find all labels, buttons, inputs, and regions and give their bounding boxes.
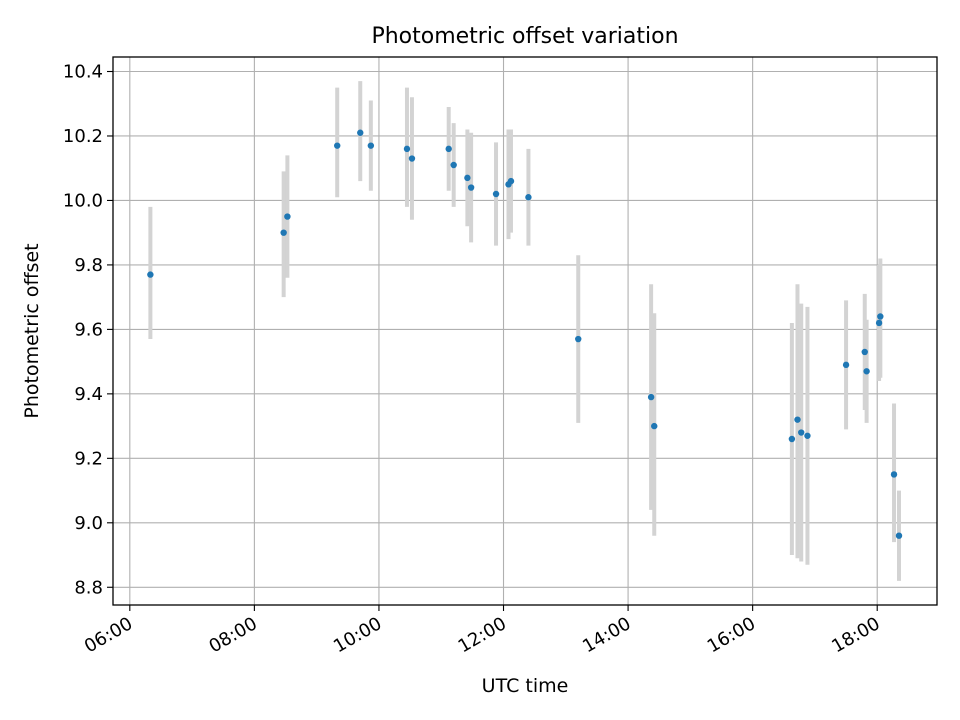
error-bars: [148, 81, 902, 581]
chart-title: Photometric offset variation: [371, 24, 678, 49]
data-point: [863, 368, 870, 375]
data-point: [367, 142, 375, 149]
data-point: [575, 335, 582, 343]
x-axis-label: UTC time: [482, 675, 569, 697]
y-tick-label: 9.4: [74, 384, 103, 405]
x-tick-label: 14:00: [579, 613, 634, 657]
data-point: [890, 471, 898, 478]
data-point: [651, 422, 658, 430]
y-tick-label: 9.2: [74, 448, 103, 469]
x-tick-label: 12:00: [455, 613, 510, 657]
data-point: [877, 313, 884, 320]
data-point: [284, 213, 291, 220]
y-tick-label: 10.4: [63, 62, 103, 83]
x-tick-label: 08:00: [205, 613, 260, 657]
plot-frame: [112, 56, 938, 606]
data-points: [147, 129, 903, 539]
x-tick-label: 16:00: [704, 613, 759, 657]
y-tick-label: 8.8: [74, 577, 103, 598]
data-point: [861, 348, 868, 356]
x-tick-label: 18:00: [828, 613, 883, 657]
y-tick-label: 10.0: [63, 190, 103, 211]
data-point: [647, 393, 655, 401]
data-point: [507, 177, 515, 185]
data-point: [525, 194, 532, 201]
data-point: [403, 145, 411, 153]
data-point: [492, 190, 500, 198]
grid-lines: [113, 57, 937, 605]
y-axis-ticks: 8.8 9.0 9.2 9.4 9.6 9.8 10.0 10.2 10.4: [63, 62, 113, 598]
data-point: [334, 142, 341, 149]
y-tick-label: 10.2: [63, 126, 103, 147]
data-point: [464, 174, 471, 182]
y-axis-label: Photometric offset: [21, 243, 43, 418]
y-tick-label: 9.6: [74, 319, 103, 340]
x-tick-label: 06:00: [81, 613, 136, 657]
data-point: [450, 161, 457, 169]
data-point: [798, 429, 805, 436]
x-tick-label: 10:00: [330, 613, 385, 657]
y-tick-label: 9.8: [74, 255, 103, 276]
data-point: [357, 129, 364, 136]
data-point: [842, 361, 850, 369]
data-point: [147, 271, 154, 278]
data-point: [794, 416, 801, 423]
data-point: [875, 319, 883, 327]
data-point: [467, 184, 475, 191]
x-axis-ticks: 06:00 08:00 10:00 12:00 14:00 16:00 18:00: [81, 605, 884, 657]
data-point: [445, 145, 452, 153]
data-point: [408, 155, 416, 162]
data-point: [788, 435, 796, 443]
data-point: [804, 432, 811, 439]
y-tick-label: 9.0: [74, 513, 103, 534]
data-point: [280, 229, 287, 236]
data-point: [895, 532, 903, 539]
